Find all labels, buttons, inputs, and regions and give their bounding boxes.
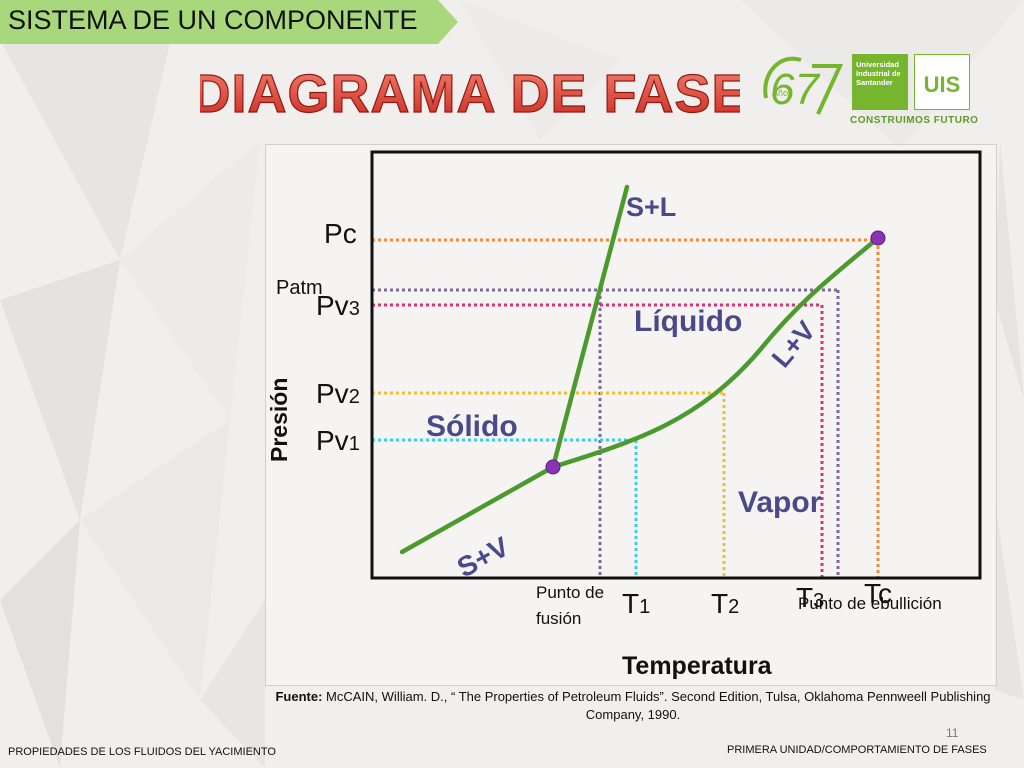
region-label-liquid: Líquido [634,305,743,338]
pv3-label: Pv3 [316,290,360,321]
region-label-vapor: Vapor [738,486,822,519]
vaporization-curve [550,235,881,470]
sublimation-curve [399,464,556,555]
university-slogan: CONSTRUIMOS FUTURO [850,115,979,126]
y-axis-label: Presión [266,377,292,462]
uis-mark-logo: UIS [914,54,970,110]
melting-point-label: Punto de fusión [536,583,605,628]
page-number: 11 [946,726,959,740]
pv2-label: Pv2 [316,378,360,409]
t1-label: T1 [622,588,651,619]
section-label: SISTEMA DE UN COMPONENTE [8,5,418,35]
fusion-curve [550,184,630,470]
university-logo: Universidad Industrial de Santander [852,54,908,110]
x-axis-label: Temperatura [622,652,772,680]
source-prefix: Fuente: [275,689,323,704]
svg-text:67: 67 [770,65,820,114]
plot-frame [370,150,982,580]
region-label-solid: Sólido [426,410,518,443]
footer-course: PROPIEDADES DE LOS FLUIDOS DEL YACIMIENT… [8,746,276,758]
critical-point [870,230,886,246]
footer-unit: PRIMERA UNIDAD/COMPORTAMIENTO DE FASES [727,744,987,756]
svg-text:UIS: UIS [924,72,961,97]
pv1-label: Pv1 [316,425,360,456]
anniversary-logo: 67 Años [763,56,844,115]
patm-label: Patm [276,277,323,299]
section-ribbon [0,0,458,44]
boiling-point-label: Punto de ebullición [798,594,942,613]
source-citation: Fuente: McCAIN, William. D., “ The Prope… [268,688,998,724]
svg-text:DIAGRAMA DE FASE: DIAGRAMA DE FASE [200,64,740,124]
source-text: McCAIN, William. D., “ The Properties of… [326,689,991,722]
t2-label: T2 [711,588,740,619]
svg-text:Años: Años [772,88,793,98]
page-title: DIAGRAMA DE FASE [200,63,740,124]
tc-label: Tc [864,578,892,609]
t3-label: T3 [796,582,825,613]
region-label-sl: S+L [626,192,677,222]
university-name: Universidad Industrial de Santander [856,60,901,87]
triple-point [545,459,561,475]
pc-label: Pc [324,218,357,249]
